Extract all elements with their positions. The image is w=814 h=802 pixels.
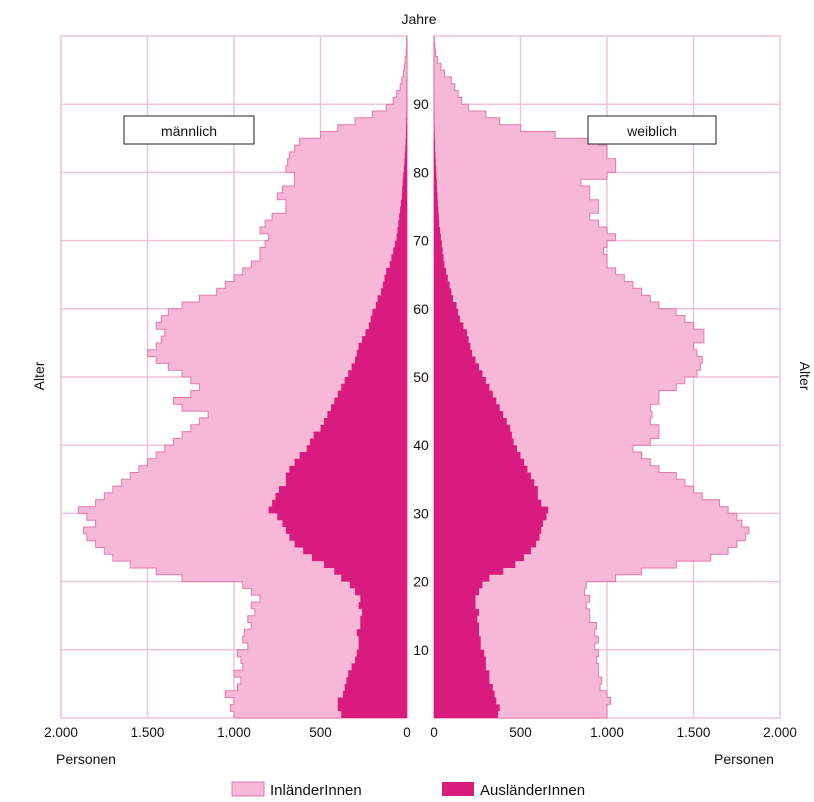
- age-tick-label: 90: [413, 96, 429, 112]
- x-axis-label-right: Personen: [714, 751, 774, 767]
- x-tick-label: 2.000: [763, 725, 797, 740]
- x-tick-label: 1.500: [131, 725, 165, 740]
- legend-swatch-inlaender: [231, 781, 265, 797]
- age-tick-label: 40: [413, 437, 429, 453]
- legend: InländerInnen AusländerInnen: [231, 781, 585, 799]
- x-tick-label: 500: [309, 725, 332, 740]
- y-axis-label-left: Alter: [31, 361, 47, 390]
- auslaender-female-area: [434, 36, 549, 718]
- age-tick-label: 60: [413, 301, 429, 317]
- center-axis-title: Jahre: [401, 11, 436, 27]
- female-side-label-box: weiblich: [587, 115, 717, 145]
- age-tick-label: 80: [413, 164, 429, 180]
- legend-label-inlaender: InländerInnen: [270, 782, 362, 799]
- age-tick-labels: 10 20 30 40 50 60 70 80 90: [413, 96, 429, 658]
- x-tick-label: 0: [403, 725, 411, 740]
- x-tick-label: 500: [509, 725, 532, 740]
- x-tick-label: 1.500: [677, 725, 711, 740]
- x-tick-labels: 2.000 1.500 1.000 500 0 0 500 1.000 1.500 2.000: [44, 725, 797, 740]
- legend-swatch-auslaender: [442, 782, 474, 796]
- auslaender-male-area: [268, 36, 407, 718]
- x-tick-label: 2.000: [44, 725, 78, 740]
- age-tick-label: 10: [413, 642, 429, 658]
- x-tick-label: 1.000: [217, 725, 251, 740]
- x-tick-label: 1.000: [590, 725, 624, 740]
- y-axis-label-right: Alter: [797, 362, 813, 391]
- x-tick-label: 0: [430, 725, 438, 740]
- age-tick-label: 70: [413, 233, 429, 249]
- x-axis-label-left: Personen: [56, 751, 116, 767]
- female-side-label: weiblich: [626, 123, 677, 139]
- age-tick-label: 30: [413, 505, 429, 521]
- age-tick-label: 50: [413, 369, 429, 385]
- male-side-label-box: männlich: [123, 115, 255, 145]
- age-tick-label: 20: [413, 574, 429, 590]
- pyramid-areas: [77, 35, 750, 719]
- legend-label-auslaender: AusländerInnen: [480, 782, 585, 799]
- male-side-label: männlich: [161, 123, 217, 139]
